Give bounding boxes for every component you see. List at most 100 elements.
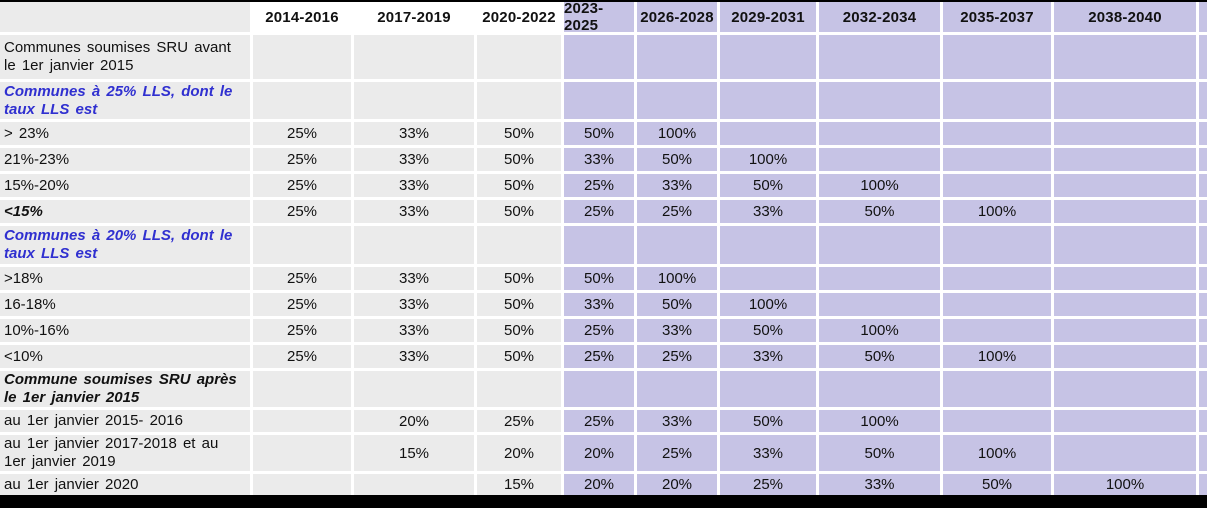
value-cell: 100% <box>943 345 1051 368</box>
row-label-cell: >18% <box>0 267 250 290</box>
value-cell: 33% <box>637 319 717 342</box>
value-cell: 33% <box>564 293 634 316</box>
value-cell: 25% <box>637 435 717 471</box>
row-label-cell: au 1er janvier 2015- 2016 <box>0 410 250 432</box>
value-cell <box>253 410 351 432</box>
value-cell: 50% <box>477 345 561 368</box>
table-row: Communes à 25% LLS, dont le taux LLS est <box>0 82 1207 119</box>
value-cell: 25% <box>564 200 634 223</box>
table-row: au 1er janvier 2020 15% 20% 20% 25% 33% 50% 100… <box>0 474 1207 495</box>
value-cell <box>477 35 561 79</box>
row-label-cell: <10% <box>0 345 250 368</box>
table-row: au 1er janvier 2017-2018 et au 1er janvi… <box>0 435 1207 471</box>
value-cell <box>943 148 1051 171</box>
value-cell <box>253 435 351 471</box>
edge-sliver-cell <box>1199 35 1207 79</box>
value-cell <box>253 474 351 495</box>
value-cell <box>1054 371 1196 407</box>
value-cell <box>1054 200 1196 223</box>
value-cell <box>1054 319 1196 342</box>
edge-sliver-cell <box>1199 410 1207 432</box>
value-cell: 15% <box>477 474 561 495</box>
value-cell: 33% <box>354 148 474 171</box>
value-cell: 25% <box>253 174 351 197</box>
value-cell <box>354 371 474 407</box>
value-cell <box>354 226 474 264</box>
value-cell <box>637 371 717 407</box>
value-cell: 33% <box>720 345 816 368</box>
value-cell <box>564 82 634 119</box>
value-cell: 50% <box>477 293 561 316</box>
value-cell <box>253 226 351 264</box>
value-cell <box>943 267 1051 290</box>
value-cell: 100% <box>637 267 717 290</box>
edge-sliver-cell <box>1199 474 1207 495</box>
year-header-cell: 2023-2025 <box>564 2 634 32</box>
year-header-cell: 2029-2031 <box>720 2 816 32</box>
year-header-cell: 2038-2040 <box>1054 2 1196 32</box>
value-cell <box>637 35 717 79</box>
value-cell: 25% <box>253 319 351 342</box>
value-cell: 100% <box>943 200 1051 223</box>
value-cell: 33% <box>819 474 940 495</box>
value-cell: 50% <box>637 148 717 171</box>
value-cell <box>720 35 816 79</box>
value-cell: 50% <box>637 293 717 316</box>
value-cell <box>477 226 561 264</box>
value-cell: 33% <box>354 319 474 342</box>
value-cell: 33% <box>354 345 474 368</box>
table-row: Communes à 20% LLS, dont le taux LLS est <box>0 226 1207 264</box>
value-cell: 25% <box>720 474 816 495</box>
row-label-cell: 21%-23% <box>0 148 250 171</box>
row-label-cell: au 1er janvier 2020 <box>0 474 250 495</box>
value-cell: 50% <box>720 410 816 432</box>
value-cell <box>564 371 634 407</box>
value-cell: 33% <box>637 410 717 432</box>
year-header-cell: 2035-2037 <box>943 2 1051 32</box>
year-header-cell: 2032-2034 <box>819 2 940 32</box>
value-cell <box>943 35 1051 79</box>
value-cell <box>819 267 940 290</box>
edge-sliver-cell <box>1199 319 1207 342</box>
value-cell <box>1054 345 1196 368</box>
value-cell <box>1054 293 1196 316</box>
value-cell: 50% <box>564 267 634 290</box>
value-cell: 25% <box>564 174 634 197</box>
value-cell: 100% <box>819 319 940 342</box>
value-cell: 100% <box>720 148 816 171</box>
value-cell <box>1054 35 1196 79</box>
value-cell: 33% <box>564 148 634 171</box>
value-cell: 20% <box>564 435 634 471</box>
value-cell: 50% <box>477 122 561 145</box>
value-cell <box>1054 122 1196 145</box>
value-cell <box>943 371 1051 407</box>
value-cell <box>819 371 940 407</box>
row-label-cell: Communes soumises SRU avant le 1er janvi… <box>0 35 250 79</box>
value-cell <box>354 82 474 119</box>
value-cell: 50% <box>477 148 561 171</box>
edge-sliver-cell <box>1199 371 1207 407</box>
value-cell <box>819 35 940 79</box>
year-header-cell: 2020-2022 <box>477 2 561 32</box>
value-cell <box>819 82 940 119</box>
value-cell <box>637 82 717 119</box>
row-label-cell: <15% <box>0 200 250 223</box>
year-header-cell: 2014-2016 <box>253 2 351 32</box>
corner-cell <box>0 2 250 32</box>
edge-sliver-cell <box>1199 122 1207 145</box>
edge-sliver-cell <box>1199 148 1207 171</box>
value-cell: 50% <box>720 174 816 197</box>
value-cell: 100% <box>1054 474 1196 495</box>
table-row: Communes soumises SRU avant le 1er janvi… <box>0 35 1207 79</box>
value-cell: 25% <box>564 345 634 368</box>
value-cell: 100% <box>720 293 816 316</box>
value-cell <box>943 293 1051 316</box>
year-header-cell: 2017-2019 <box>354 2 474 32</box>
value-cell <box>1054 82 1196 119</box>
value-cell <box>637 226 717 264</box>
value-cell <box>943 319 1051 342</box>
value-cell: 20% <box>637 474 717 495</box>
row-label-cell: 16-18% <box>0 293 250 316</box>
top-border <box>0 0 1207 2</box>
value-cell <box>253 82 351 119</box>
